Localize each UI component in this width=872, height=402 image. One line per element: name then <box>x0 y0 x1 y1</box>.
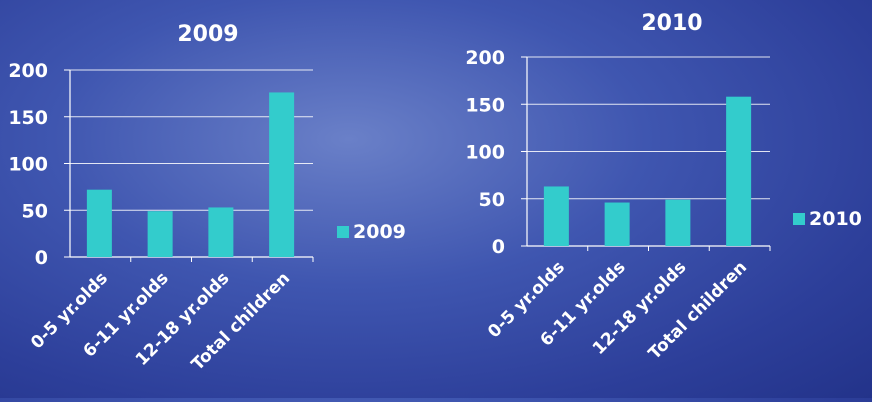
y-tick-label: 150 <box>8 107 48 129</box>
legend-label: 2010 <box>809 208 862 230</box>
legend-label: 2009 <box>353 221 406 243</box>
bar <box>665 199 691 246</box>
y-tick-label: 100 <box>465 142 505 164</box>
bar <box>726 96 752 246</box>
chart-title: 2010 <box>641 11 702 36</box>
y-tick-label: 50 <box>479 189 505 211</box>
legend-swatch <box>793 213 805 225</box>
bar <box>543 186 569 246</box>
y-tick-label: 200 <box>8 60 48 82</box>
bar <box>86 189 112 257</box>
y-tick-label: 150 <box>465 94 505 116</box>
chart-title: 2009 <box>177 22 238 47</box>
bar <box>147 211 173 257</box>
bar <box>269 92 295 257</box>
y-tick-label: 0 <box>492 236 505 258</box>
legend-swatch <box>337 226 349 238</box>
y-tick-label: 200 <box>465 47 505 69</box>
y-tick-label: 50 <box>22 200 48 222</box>
bar <box>604 202 630 246</box>
y-tick-label: 100 <box>8 154 48 176</box>
bar <box>208 207 234 257</box>
y-tick-label: 0 <box>35 247 48 269</box>
